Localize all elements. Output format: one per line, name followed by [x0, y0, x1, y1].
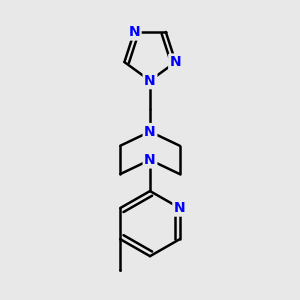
Text: N: N — [144, 153, 156, 167]
Text: N: N — [128, 25, 140, 39]
Text: N: N — [170, 55, 182, 69]
Text: N: N — [144, 124, 156, 139]
Text: N: N — [144, 74, 156, 88]
Text: N: N — [174, 201, 185, 215]
